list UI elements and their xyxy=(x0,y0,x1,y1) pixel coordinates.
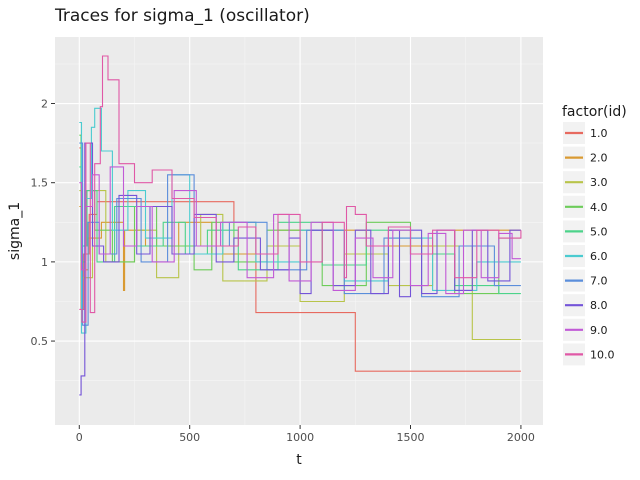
x-tick-label: 500 xyxy=(179,431,200,444)
x-axis-title: t xyxy=(296,452,302,468)
legend-label: 3.0 xyxy=(590,176,608,189)
chart-title: Traces for sigma_1 (oscillator) xyxy=(54,6,310,26)
legend-label: 2.0 xyxy=(590,152,608,165)
y-tick-label: 1.5 xyxy=(31,177,49,190)
x-tick-label: 1500 xyxy=(397,431,425,444)
y-tick-label: 0.5 xyxy=(31,335,49,348)
x-tick-label: 1000 xyxy=(286,431,314,444)
x-tick-label: 2000 xyxy=(507,431,535,444)
x-axis: 0 500 1000 1500 2000 xyxy=(76,425,535,444)
legend-label: 5.0 xyxy=(590,225,608,238)
y-axis: 0.5 1 1.5 2 xyxy=(31,98,55,348)
legend-title: factor(id) xyxy=(562,104,627,120)
legend-label: 8.0 xyxy=(590,299,608,312)
panel-background xyxy=(55,37,543,425)
legend-label: 7.0 xyxy=(590,275,608,288)
legend-label: 9.0 xyxy=(590,324,608,337)
plot-panel xyxy=(55,37,543,425)
y-tick-label: 1 xyxy=(41,256,48,269)
plot-series xyxy=(79,55,522,396)
legend-label: 4.0 xyxy=(590,201,608,214)
series-line-10.0 xyxy=(79,55,522,323)
legend: 1.0 2.0 3.0 4.0 5.0 6.0 7.0 8.0 9.0 10.0 xyxy=(563,122,615,366)
series-line-1.0 xyxy=(79,147,521,372)
legend-label: 1.0 xyxy=(590,127,608,140)
x-tick-label: 0 xyxy=(76,431,83,444)
legend-label: 10.0 xyxy=(590,348,615,361)
y-axis-title: sigma_1 xyxy=(7,202,23,260)
series-line-8.0 xyxy=(79,142,521,396)
legend-label: 6.0 xyxy=(590,250,608,263)
y-tick-label: 2 xyxy=(41,98,48,111)
